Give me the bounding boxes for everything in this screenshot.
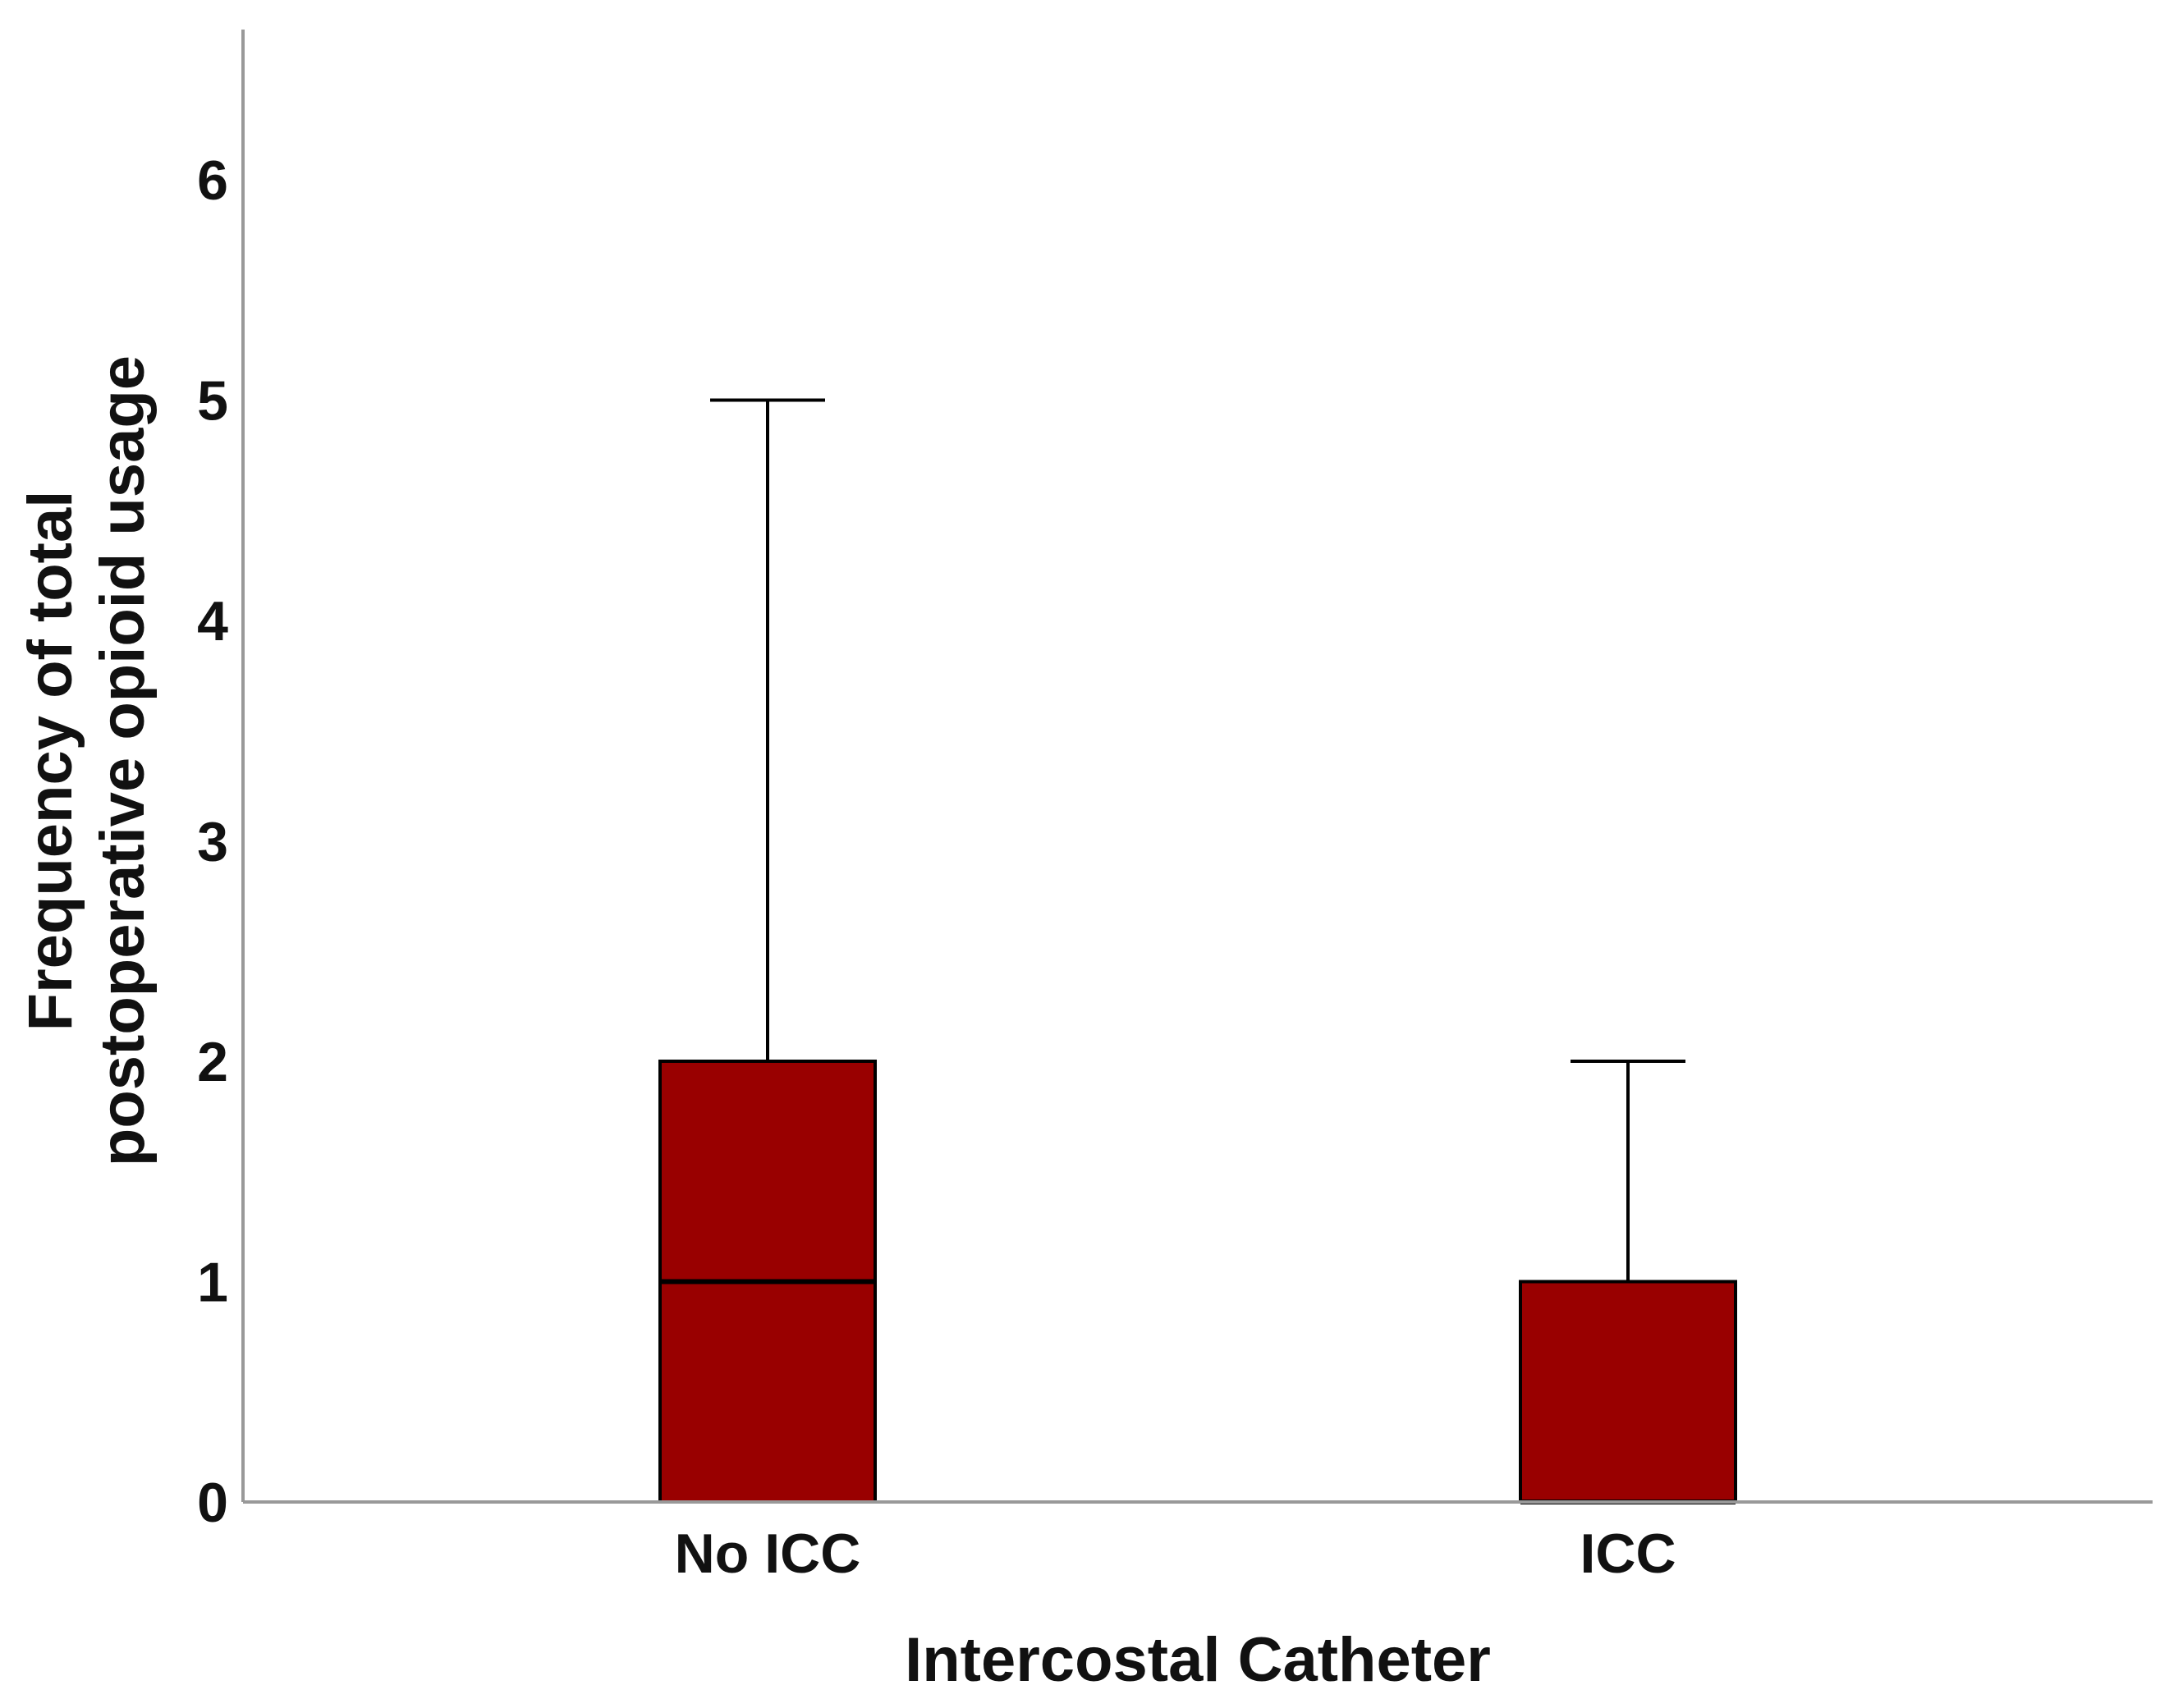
x-axis-ticks: No ICC ICC <box>675 1523 1676 1585</box>
box-icc <box>1519 1060 1737 1504</box>
y-axis-title-line: postoperative opioid usage <box>88 355 158 1166</box>
y-tick-label: 1 <box>197 1252 228 1314</box>
y-axis-ticks: 0 1 2 3 4 5 6 <box>197 149 228 1534</box>
box-no-icc <box>658 398 877 1504</box>
y-tick-label: 6 <box>197 149 228 212</box>
y-tick-label: 4 <box>197 590 228 653</box>
y-tick-label: 5 <box>197 370 228 433</box>
y-tick-label: 0 <box>197 1472 228 1534</box>
y-tick-label: 2 <box>197 1031 228 1093</box>
y-axis-title: Frequency of total postoperative opioid u… <box>16 355 158 1166</box>
x-axis-title: Intercostal Catheter <box>905 1625 1491 1695</box>
y-tick-label: 3 <box>197 811 228 873</box>
iqr-box <box>1519 1280 1737 1504</box>
x-tick-label: No ICC <box>675 1523 861 1585</box>
y-axis-title-line: Frequency of total <box>16 491 85 1032</box>
box-plot-series <box>658 398 1737 1504</box>
x-tick-label: ICC <box>1580 1523 1676 1585</box>
